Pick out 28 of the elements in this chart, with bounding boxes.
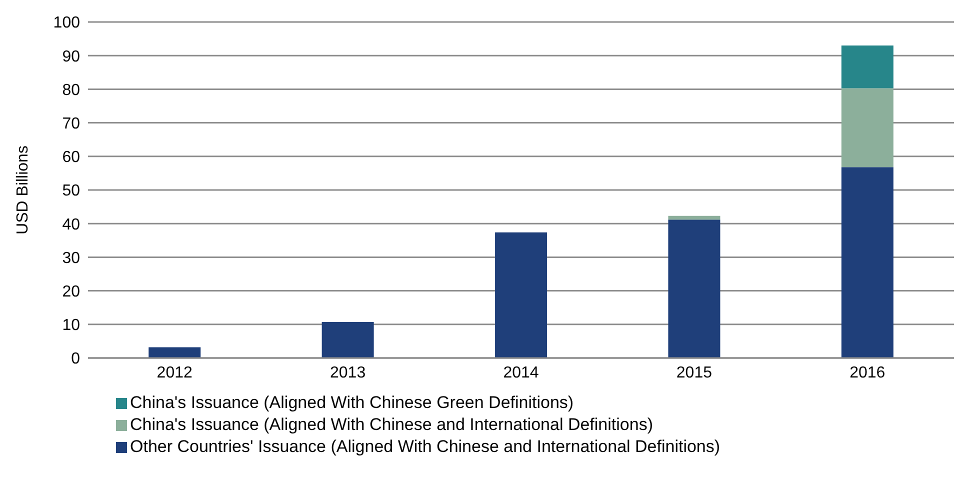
y-tick-label: 20 — [62, 283, 80, 300]
x-tick-label: 2012 — [156, 364, 192, 382]
y-tick-label: 0 — [71, 350, 80, 368]
x-tick-label: 2014 — [503, 364, 539, 382]
bar — [148, 347, 201, 358]
bar — [322, 322, 374, 358]
y-tick-label: 80 — [62, 82, 80, 99]
x-tick-label: 2015 — [676, 364, 712, 382]
x-tick-label: 2016 — [850, 364, 886, 382]
legend-label: China's Issuance (Aligned With Chinese Green Definitions) — [130, 392, 574, 414]
y-tick-label: 90 — [62, 48, 80, 66]
bar — [495, 232, 548, 358]
legend-label: Other Countries' Issuance (Aligned With Chinese and International Definitions) — [130, 436, 720, 458]
y-axis-title: USD Billions — [14, 146, 32, 234]
y-tick-label: 40 — [62, 216, 80, 234]
bar — [668, 216, 720, 220]
bar — [841, 167, 894, 358]
y-tick-label: 10 — [62, 317, 80, 334]
y-tick-label: 30 — [62, 250, 80, 267]
y-tick-label: 50 — [62, 182, 80, 200]
x-tick-label: 2013 — [330, 364, 366, 382]
y-tick-label: 60 — [62, 149, 80, 166]
legend-label: China's Issuance (Aligned With Chinese and International Definitions) — [130, 414, 653, 436]
y-tick-label: 70 — [62, 115, 80, 132]
bar — [668, 220, 720, 358]
bar — [841, 46, 894, 88]
bar — [841, 88, 894, 168]
y-tick-label: 100 — [53, 14, 80, 32]
